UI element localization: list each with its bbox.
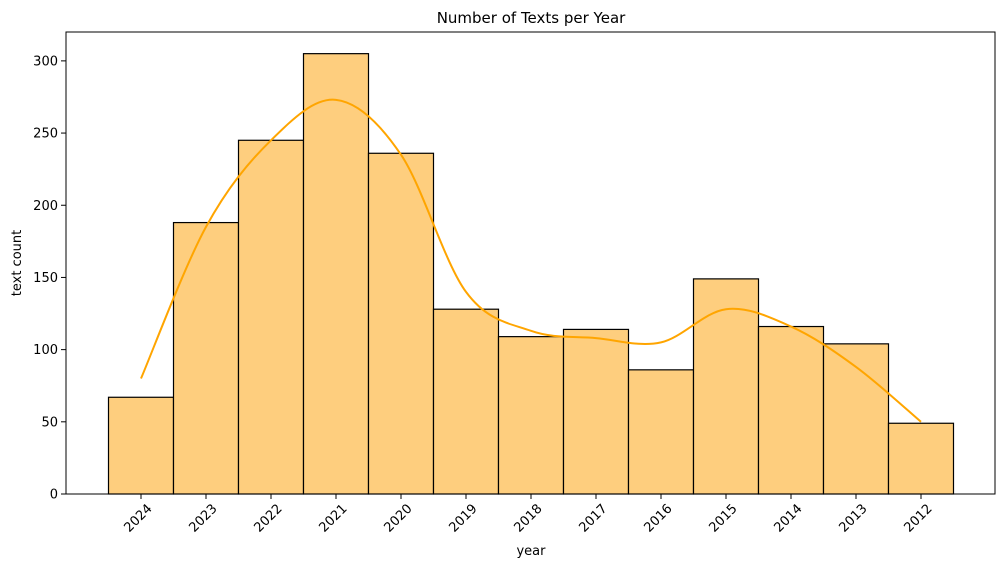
bar-2012 [887,422,955,495]
y-tick-label-300: 300 [33,54,58,69]
bar-2017 [562,328,630,495]
bar-2016 [627,369,695,495]
x-tick-label-2023: 2023 [187,502,221,536]
bar-2024 [107,396,175,495]
x-tick-label-2014: 2014 [772,502,806,536]
x-tick-label-2016: 2016 [642,502,676,536]
bar-2023 [172,221,240,495]
x-tick-label-2019: 2019 [447,502,481,536]
y-tick-label-150: 150 [33,271,58,286]
bar-2015 [692,278,760,495]
x-tick-label-2018: 2018 [512,502,546,536]
y-tick-label-100: 100 [33,343,58,358]
x-tick-label-2020: 2020 [382,502,416,536]
kde-curve [140,98,922,423]
chart-title: Number of Texts per Year [437,9,626,27]
x-tick-label-2017: 2017 [577,502,611,536]
bar-2020 [367,152,435,495]
x-tick-label-2012: 2012 [902,502,936,536]
x-tick-label-2022: 2022 [252,502,286,536]
y-tick-label-250: 250 [33,127,58,142]
bar-2021 [302,53,370,495]
bar-2022 [237,139,305,495]
bar-2014 [757,325,825,495]
x-axis: 2024 2023 2022 2021 2020 2019 2018 2017 2016 2015… [122,494,936,536]
x-tick-label-2013: 2013 [837,502,871,536]
bar-2019 [432,308,500,495]
x-tick-label-2024: 2024 [122,502,156,536]
x-axis-label: year [516,544,546,559]
x-tick-label-2015: 2015 [707,502,741,536]
y-axis: 0 50 100 150 200 250 300 [33,54,66,503]
y-tick-label-50: 50 [41,415,58,430]
x-tick-label-2021: 2021 [317,502,351,536]
y-tick-label-200: 200 [33,199,58,214]
y-tick-label-0: 0 [50,488,58,503]
bars-group [107,53,955,495]
bar-2018 [497,336,565,495]
bar-2013 [822,343,890,495]
y-axis-label: text count [10,230,25,296]
